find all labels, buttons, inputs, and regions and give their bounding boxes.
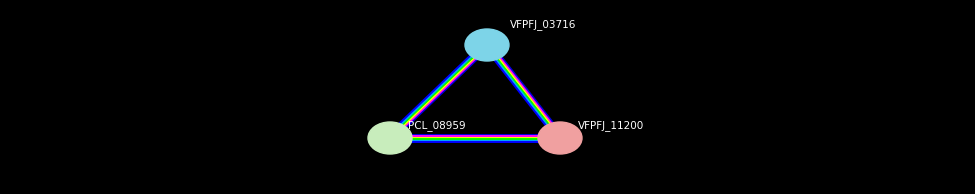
Ellipse shape	[368, 122, 412, 154]
Text: VFPFJ_03716: VFPFJ_03716	[510, 20, 576, 30]
Text: PCL_08959: PCL_08959	[408, 120, 466, 132]
Ellipse shape	[465, 29, 509, 61]
Text: VFPFJ_11200: VFPFJ_11200	[578, 120, 644, 132]
Ellipse shape	[538, 122, 582, 154]
